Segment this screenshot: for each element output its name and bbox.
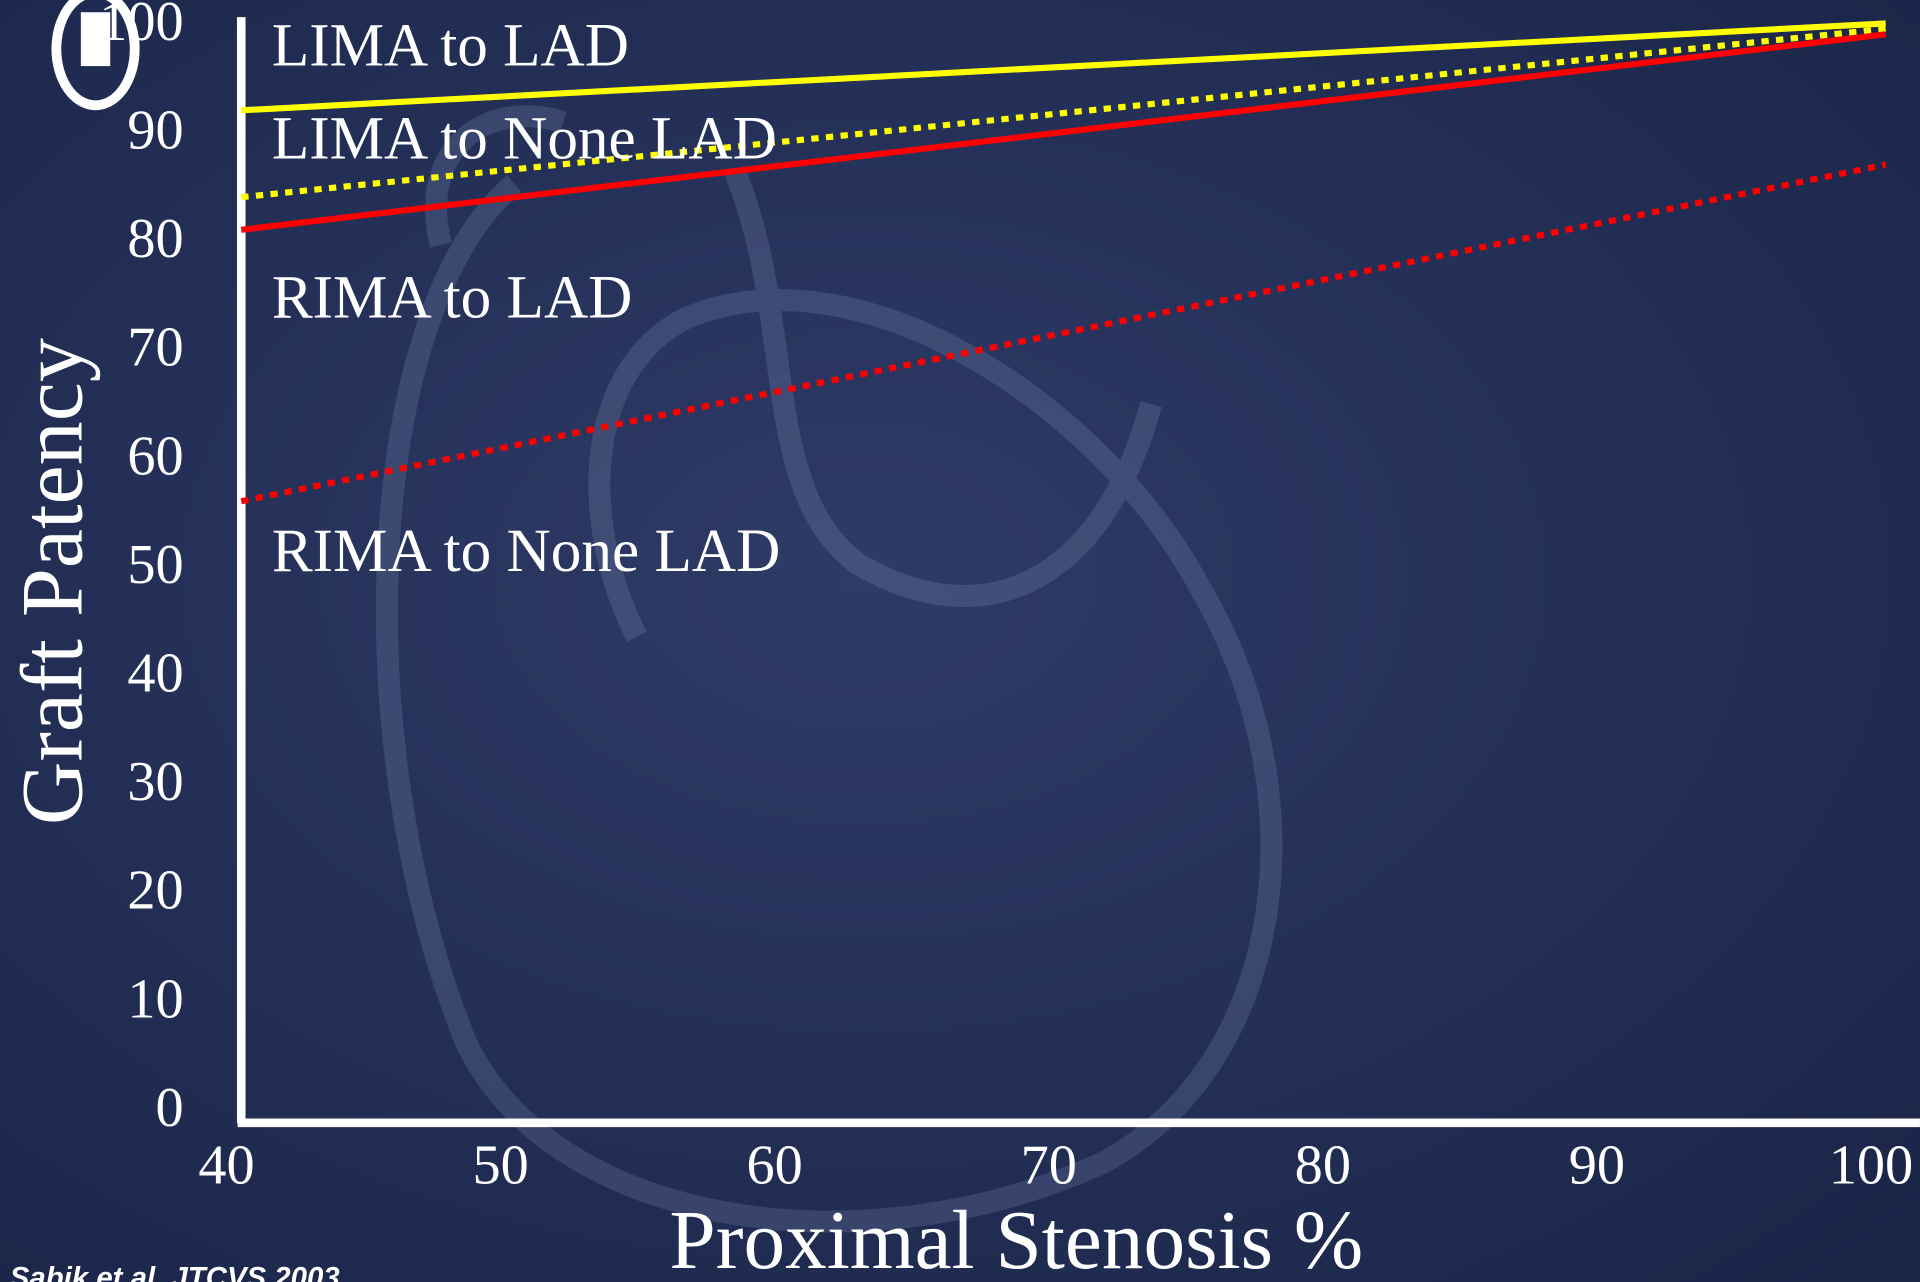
y-tick-label: 40: [127, 643, 183, 705]
x-tick-label: 70: [1021, 1134, 1077, 1196]
y-tick-label: 10: [127, 968, 183, 1030]
y-tick-label: 100: [99, 0, 183, 53]
source-note: Sabik et al, JTCVS 2003: [10, 1261, 340, 1282]
y-tick-label: 70: [127, 317, 183, 379]
series-label: RIMA to LAD: [272, 264, 633, 332]
series-label: LIMA to LAD: [272, 11, 629, 79]
x-tick-label: 80: [1295, 1134, 1351, 1196]
chart: Graft Patency Proximal Stenosis % Sabik …: [0, 0, 1920, 1282]
x-axis-title: Proximal Stenosis %: [669, 1195, 1363, 1282]
y-tick-label: 60: [127, 425, 183, 487]
y-tick-label: 30: [127, 751, 183, 813]
y-tick-label: 0: [156, 1077, 184, 1139]
y-tick-label: 80: [127, 208, 183, 270]
series-label: LIMA to None LAD: [272, 105, 777, 173]
y-tick-label: 20: [127, 860, 183, 922]
x-tick-label: 90: [1569, 1134, 1625, 1196]
x-tick-label: 100: [1829, 1134, 1913, 1196]
series-label: RIMA to None LAD: [272, 517, 780, 585]
y-axis-title: Graft Patency: [3, 338, 101, 825]
x-tick-label: 40: [198, 1134, 254, 1196]
x-tick-label: 50: [472, 1134, 528, 1196]
x-tick-label: 60: [747, 1134, 803, 1196]
y-tick-label: 90: [127, 99, 183, 161]
y-tick-label: 50: [127, 534, 183, 596]
